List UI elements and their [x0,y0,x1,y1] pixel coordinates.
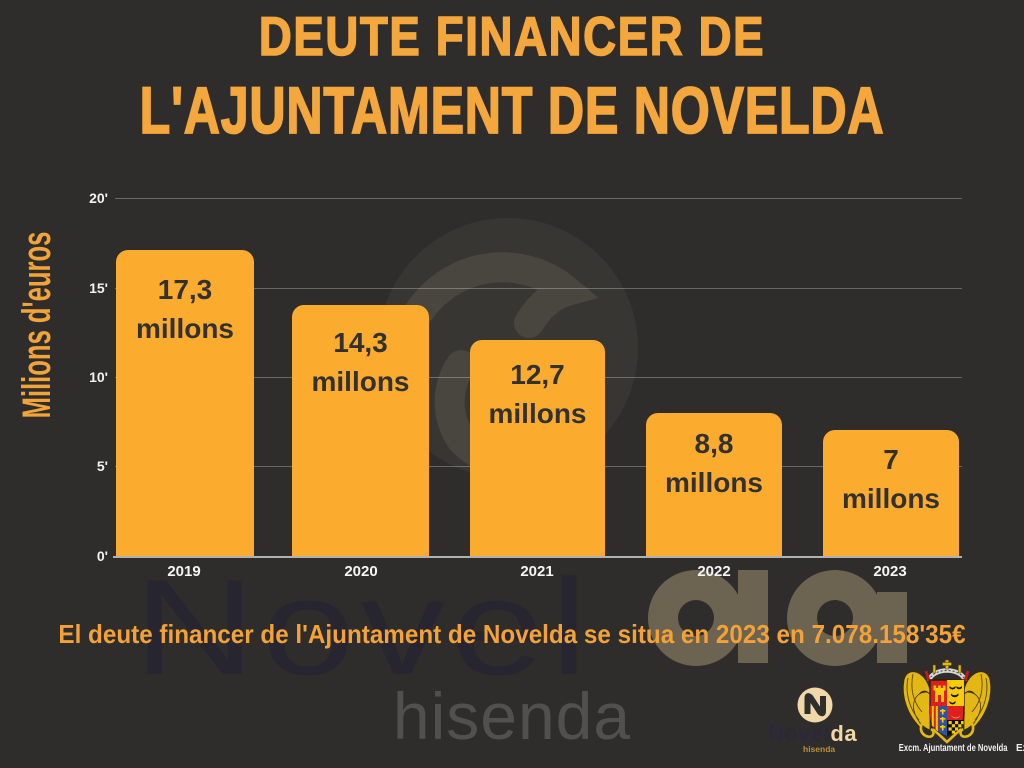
svg-text:hisenda: hisenda [803,744,835,754]
svg-text:Novelda: Novelda [768,721,857,746]
